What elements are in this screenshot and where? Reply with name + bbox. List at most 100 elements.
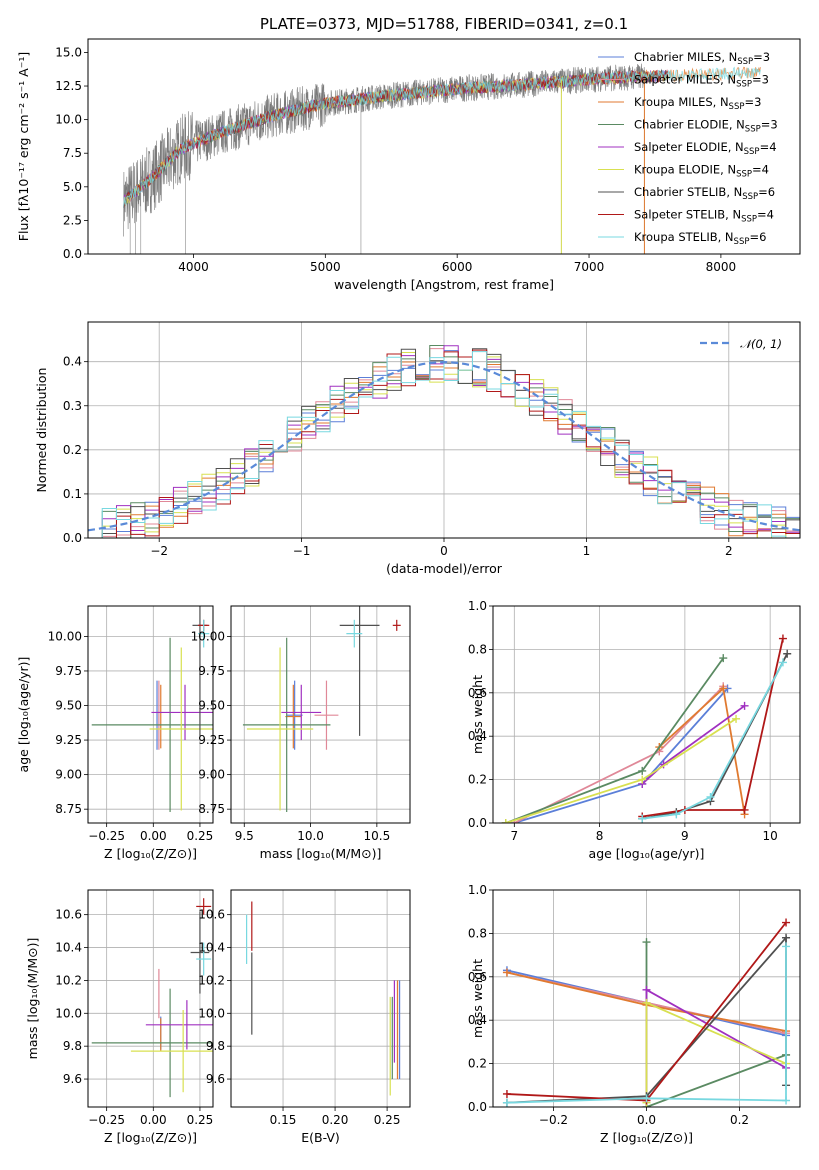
plot-area-1 (88, 322, 800, 538)
y-tick-label: 9.50 (55, 699, 82, 713)
x-axis-label: Z [log₁₀(Z/Z⊙)] (600, 1130, 693, 1145)
normal-curve (88, 360, 800, 532)
y-tick-label: 0.2 (63, 443, 82, 457)
data-point (501, 819, 510, 823)
y-tick-label: 1.0 (468, 883, 487, 897)
y-tick-label: 9.6 (206, 1072, 225, 1086)
axes-frame (87, 605, 214, 824)
y-axis-label: mass [log₁₀(M/M⊙)] (25, 938, 40, 1060)
x-axis-label: (data-model)/error (386, 561, 503, 576)
axes-frame (492, 605, 801, 824)
residual-histogram (88, 351, 800, 538)
x-tick-label: 7000 (574, 260, 605, 274)
y-tick-label: 10.0 (198, 1006, 225, 1020)
x-axis-label: Z [log₁₀(Z/Z⊙)] (104, 846, 197, 861)
y-tick-label: 10.0 (55, 1006, 82, 1020)
y-tick-label: 10.6 (198, 908, 225, 922)
plot-layer: 4000 5000 6000 7000 80000.02.55.07.510.012.5… (16, 38, 801, 1145)
data-point (642, 1094, 651, 1103)
data-point (642, 998, 651, 1007)
y-tick-label: 10.2 (198, 973, 225, 987)
y-axis-label: mass weight (470, 675, 485, 754)
y-tick-label: 0.4 (468, 1013, 487, 1027)
data-point (502, 1098, 511, 1107)
plot-area-7 (493, 890, 800, 1107)
y-tick-label: 8.75 (198, 802, 225, 816)
y-tick-label: 9.6 (63, 1072, 82, 1086)
y-axis-label: Normed distribution (34, 368, 49, 493)
axes-frame (492, 889, 801, 1108)
y-tick-label: 9.25 (198, 733, 225, 747)
legend-entry: Kroupa ELODIE, NSSP=4 (634, 163, 769, 180)
x-tick-label: −1 (293, 544, 311, 558)
y-tick-label: 10.00 (48, 629, 82, 643)
y-tick-label: 10.4 (55, 941, 82, 955)
data-point (782, 933, 791, 942)
figure-title: PLATE=0373, MJD=51788, FIBERID=0341, z=0… (260, 15, 628, 33)
x-tick-label: 0.25 (374, 1113, 401, 1127)
mass-weight-line (642, 661, 784, 820)
y-tick-label: 0.0 (468, 1100, 487, 1114)
data-point (502, 968, 511, 977)
x-tick-label: 0.0 (637, 1113, 656, 1127)
y-tick-label: 10.2 (55, 973, 82, 987)
mass-weight-line (514, 687, 729, 823)
y-tick-label: 0.6 (468, 970, 487, 984)
x-tick-label: 8 (596, 829, 604, 843)
y-tick-label: 10.00 (191, 629, 225, 643)
data-point (638, 775, 647, 784)
x-tick-label: −0.2 (539, 1113, 568, 1127)
plot-area-0 (123, 63, 761, 254)
legend-entry: Kroupa MILES, NSSP=3 (634, 95, 761, 112)
x-axis-label: mass [log₁₀(M/M⊙)] (260, 846, 382, 861)
x-tick-label: 6000 (442, 260, 473, 274)
data-point (638, 766, 647, 775)
axes-frame (87, 38, 801, 255)
y-tick-label: 0.8 (468, 642, 487, 656)
y-tick-label: 0.0 (63, 531, 82, 545)
x-tick-label: 0.25 (187, 829, 214, 843)
y-axis-label: Flux [fλ10⁻¹⁷ erg cm⁻² s⁻¹ A⁻¹] (16, 52, 31, 241)
data-point (783, 649, 792, 658)
legend-entry: 𝒩(0, 1) (740, 337, 782, 351)
x-tick-label: 0.20 (322, 1113, 349, 1127)
mass-weight-line (513, 685, 724, 823)
data-point (642, 985, 651, 994)
y-tick-label: 15.0 (55, 45, 82, 59)
y-tick-label: 10.0 (55, 113, 82, 127)
data-point (638, 814, 647, 823)
x-tick-label: 0 (440, 544, 448, 558)
x-tick-label: 0.2 (730, 1113, 749, 1127)
x-tick-label: 7 (510, 829, 518, 843)
y-tick-label: 1.0 (468, 599, 487, 613)
x-tick-label: 9.5 (235, 829, 254, 843)
x-tick-label: 4000 (178, 260, 209, 274)
y-tick-label: 0.1 (63, 487, 82, 501)
y-axis-label: mass weight (470, 959, 485, 1038)
plot-area-2 (88, 606, 213, 823)
y-tick-label: 9.00 (55, 768, 82, 782)
data-point (706, 792, 715, 801)
x-tick-label: −0.25 (88, 829, 125, 843)
y-tick-label: 0.2 (468, 1057, 487, 1071)
axes-frame (230, 889, 411, 1108)
y-tick-label: 9.75 (198, 664, 225, 678)
y-tick-label: 0.0 (63, 247, 82, 261)
data-point (740, 805, 749, 814)
data-point (672, 810, 681, 819)
data-point (732, 714, 741, 723)
mass-weight-line (642, 638, 784, 818)
x-tick-label: 0.25 (187, 1113, 214, 1127)
y-tick-label: 9.8 (63, 1039, 82, 1053)
data-point (719, 684, 728, 693)
y-tick-label: 0.6 (468, 686, 487, 700)
data-point (778, 658, 787, 667)
x-tick-label: 1 (583, 544, 591, 558)
x-tick-label: 10 (763, 829, 778, 843)
x-tick-label: 10.5 (363, 829, 390, 843)
mass-weight-line (505, 657, 725, 823)
data-point (778, 634, 787, 643)
mass-weight-line (645, 942, 787, 1107)
legend-entry: Salpeter ELODIE, NSSP=4 (634, 140, 777, 157)
